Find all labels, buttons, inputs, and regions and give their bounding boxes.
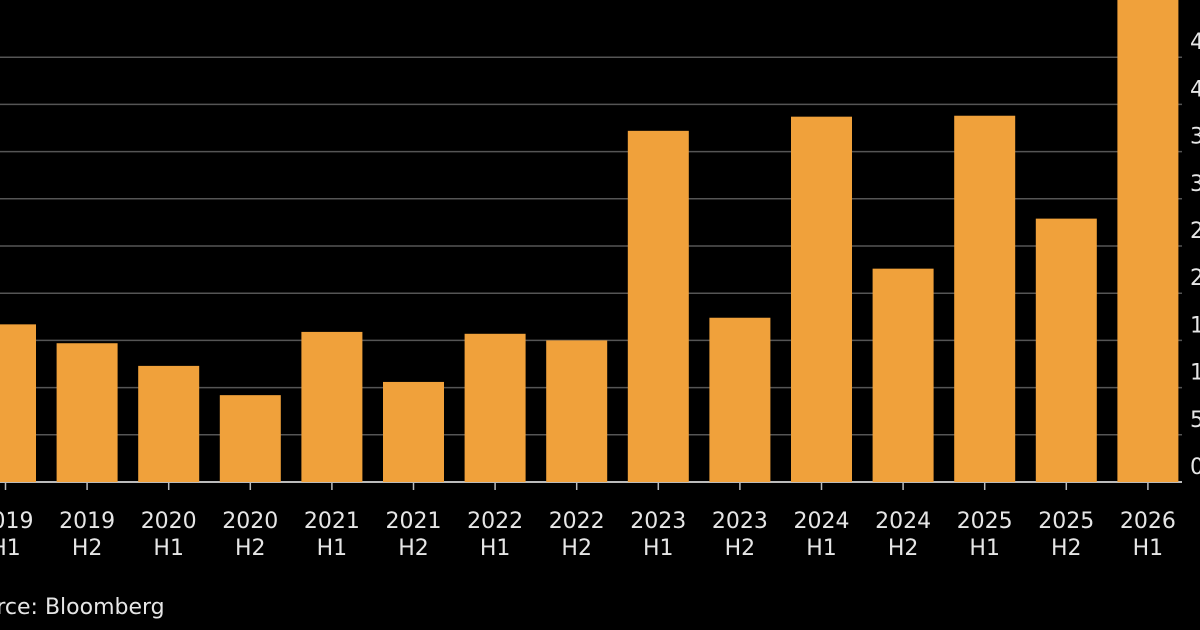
- x-tick-label: 2024 H1: [794, 509, 850, 561]
- x-tick-label: 2024 H2: [875, 509, 931, 561]
- x-tick-label: 2020 H1: [141, 509, 197, 561]
- bar: [954, 115, 1016, 482]
- y-tick-label: 45: [1190, 30, 1200, 55]
- bar: [464, 333, 526, 482]
- y-tick-label: 0: [1190, 455, 1200, 480]
- x-tick-label: 2025 H2: [1038, 509, 1094, 561]
- x-tick-label: 2022 H1: [467, 509, 523, 561]
- bar: [546, 340, 608, 482]
- bar: [872, 268, 934, 482]
- y-tick-label: 5: [1190, 408, 1200, 433]
- bar: [791, 116, 852, 482]
- bar: [709, 317, 771, 482]
- x-tick-label: 2020 H2: [222, 509, 278, 561]
- y-tick-label: 20: [1190, 266, 1200, 291]
- bar: [219, 395, 281, 482]
- x-tick-label: 2021 H2: [386, 509, 442, 561]
- y-tick-label: 40: [1190, 77, 1200, 102]
- x-tick-label: 2021 H1: [304, 509, 360, 561]
- x-tick-label: 2022 H2: [549, 509, 605, 561]
- y-tick-label: 25: [1190, 219, 1200, 244]
- y-tick-label: 35: [1190, 125, 1200, 150]
- x-tick-label: 2025 H1: [957, 509, 1013, 561]
- y-tick-label: 30: [1190, 172, 1200, 197]
- x-tick-label: 2023 H1: [630, 509, 686, 561]
- x-tick-label: 2023 H2: [712, 509, 768, 561]
- bar: [1117, 0, 1179, 483]
- bar: [56, 343, 118, 482]
- bar: [627, 130, 689, 482]
- y-tick-label: 10: [1190, 361, 1200, 386]
- bar: [301, 331, 363, 482]
- x-tick-label: 2019H1: [0, 509, 34, 561]
- bar: [1035, 218, 1097, 482]
- x-tick-label: 2026 H1: [1120, 509, 1176, 561]
- source: Source: Bloomberg: [0, 595, 165, 620]
- y-tick-label: 15: [1190, 313, 1200, 338]
- bar: [138, 365, 200, 482]
- x-tick-label: 2019 H2: [59, 509, 115, 561]
- bar: [383, 381, 444, 482]
- bar: [0, 324, 36, 482]
